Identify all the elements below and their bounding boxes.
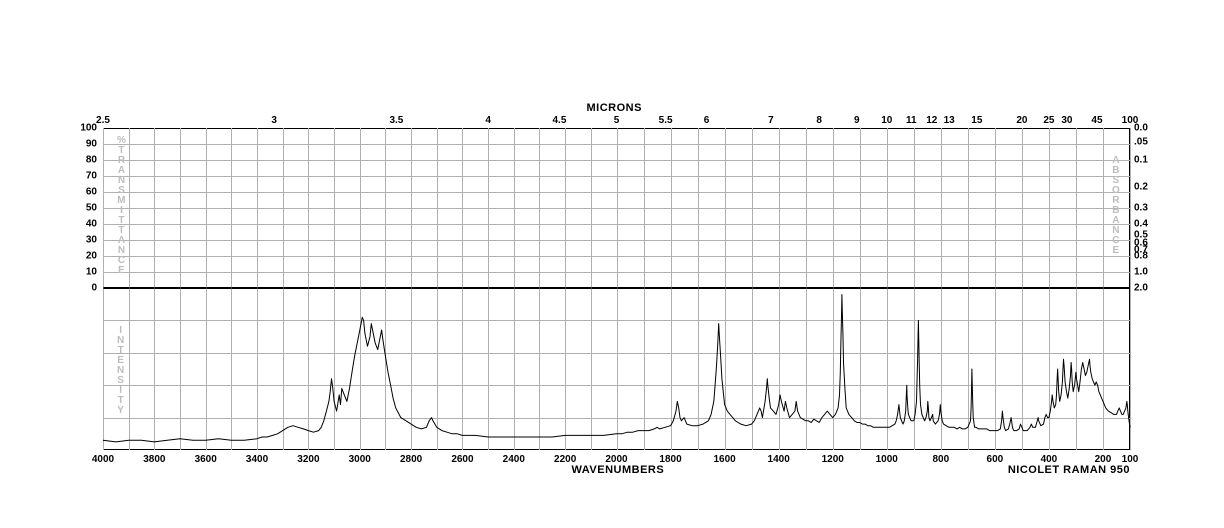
- tick-label: 400: [1041, 454, 1058, 465]
- tick-label: 4: [485, 115, 491, 126]
- spectrum-line: [0, 0, 1224, 528]
- tick-label: 3: [271, 115, 277, 126]
- tick-label: 100: [80, 123, 101, 134]
- tick-label: 25: [1043, 115, 1054, 126]
- tick-label: 70: [86, 171, 101, 182]
- x-axis-title-top: MICRONS: [587, 102, 642, 114]
- tick-label: 20: [86, 251, 101, 262]
- y-label-intensity: INTENSITY: [117, 326, 125, 416]
- tick-label: 45: [1091, 115, 1102, 126]
- tick-label: 0.3: [1134, 203, 1148, 214]
- tick-label: 2200: [554, 454, 576, 465]
- tick-label: 1800: [659, 454, 681, 465]
- spectrum-figure: MICRONS WAVENUMBERS NICOLET RAMAN 950 %T…: [0, 0, 1224, 528]
- tick-label: 80: [86, 155, 101, 166]
- tick-label: 40: [86, 219, 101, 230]
- tick-label: 11: [906, 115, 917, 126]
- tick-label: 10: [86, 267, 101, 278]
- tick-label: 600: [987, 454, 1004, 465]
- tick-label: 2600: [451, 454, 473, 465]
- tick-label: 200: [1095, 454, 1112, 465]
- tick-label: 0.4: [1134, 219, 1148, 230]
- tick-label: 1200: [822, 454, 844, 465]
- tick-label: 2400: [503, 454, 525, 465]
- tick-label: 13: [944, 115, 955, 126]
- tick-label: 9: [854, 115, 860, 126]
- instrument-label: NICOLET RAMAN 950: [930, 464, 1130, 476]
- tick-label: 0.5: [1134, 230, 1148, 241]
- tick-label: 800: [932, 454, 949, 465]
- tick-label: 30: [1061, 115, 1072, 126]
- tick-label: 8: [816, 115, 822, 126]
- tick-label: 2800: [400, 454, 422, 465]
- tick-label: 100: [1122, 454, 1139, 465]
- tick-label: 2000: [605, 454, 627, 465]
- tick-label: 5.5: [659, 115, 673, 126]
- tick-label: 10: [881, 115, 892, 126]
- tick-label: 3400: [246, 454, 268, 465]
- tick-label: 4000: [92, 454, 114, 465]
- tick-label: 1400: [768, 454, 790, 465]
- tick-label: 20: [1016, 115, 1027, 126]
- tick-label: 1600: [713, 454, 735, 465]
- tick-label: 4.5: [552, 115, 566, 126]
- tick-label: 5: [614, 115, 620, 126]
- x-axis-title-bottom: WAVENUMBERS: [572, 464, 665, 476]
- tick-label: 7: [768, 115, 774, 126]
- y-label-transmittance: %TRANSMITTANCE: [117, 136, 127, 276]
- tick-label: 3800: [143, 454, 165, 465]
- tick-label: 3000: [349, 454, 371, 465]
- tick-label: 3600: [195, 454, 217, 465]
- tick-label: 50: [86, 203, 101, 214]
- tick-label: 90: [86, 139, 101, 150]
- tick-label: 1000: [876, 454, 898, 465]
- tick-label: 0.0: [1134, 123, 1148, 134]
- tick-label: 0: [91, 283, 101, 294]
- y-label-absorbance: ABSORBANCE: [1112, 156, 1121, 256]
- tick-label: 3200: [297, 454, 319, 465]
- panel-separator: [103, 287, 1130, 289]
- tick-label: 0.1: [1134, 155, 1148, 166]
- tick-label: 60: [86, 187, 101, 198]
- tick-label: 3.5: [389, 115, 403, 126]
- tick-label: 12: [926, 115, 937, 126]
- tick-label: 2.0: [1134, 283, 1148, 294]
- tick-label: 30: [86, 235, 101, 246]
- tick-label: 6: [704, 115, 710, 126]
- tick-label: .05: [1134, 137, 1148, 148]
- tick-label: 1.0: [1134, 267, 1148, 278]
- tick-label: 0.2: [1134, 182, 1148, 193]
- tick-label: 15: [971, 115, 982, 126]
